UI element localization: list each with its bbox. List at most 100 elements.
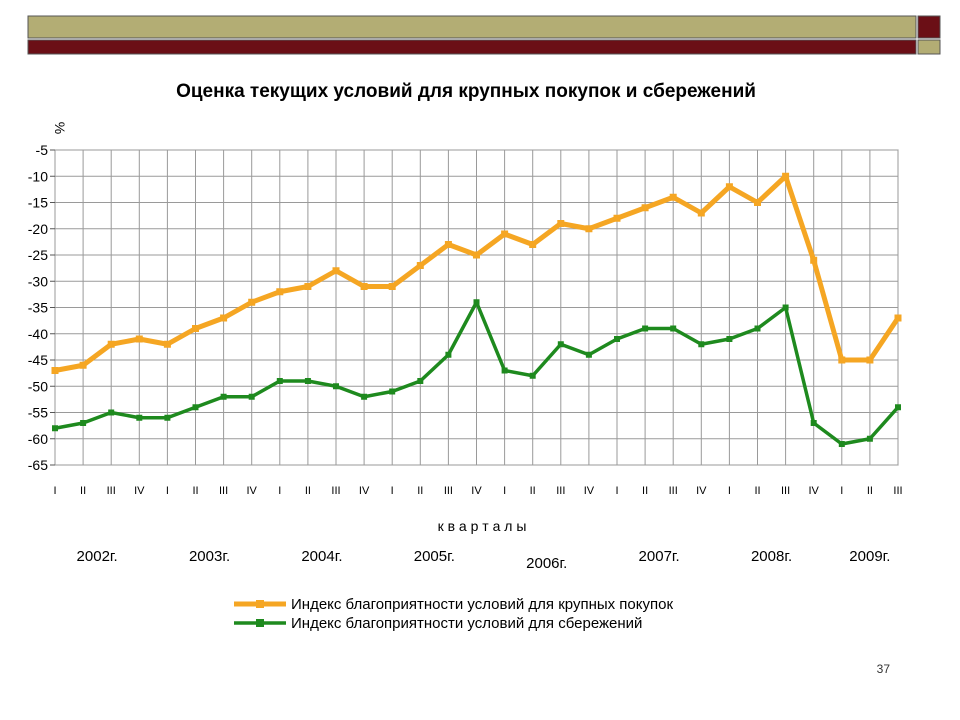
x-tick-label: I [840,485,843,497]
legend-item-1: Индекс благоприятности условий для крупн… [234,596,673,613]
x-tick-label: III [781,485,790,497]
data-point [810,420,817,426]
data-point [163,340,171,348]
data-point [416,262,424,269]
year-label: 2003г. [189,548,230,565]
x-tick-label: I [391,485,394,497]
banner-olive-square [917,39,941,55]
x-tick-label: III [107,485,116,497]
legend-item-2: Индекс благоприятности условий для сбере… [234,615,642,632]
slide-number: 37 [876,662,890,676]
data-point [51,367,59,374]
data-point [810,256,818,264]
x-tick-label: II [305,485,311,497]
x-tick-label: IV [584,485,595,497]
data-point [248,298,256,306]
data-point [192,404,199,411]
year-label: 2006г. [526,555,567,572]
data-point [360,283,368,290]
data-point [304,378,311,384]
data-point [585,351,592,358]
data-point [866,356,874,364]
x-tick-label: II [417,485,423,497]
y-tick-label: -5 [36,142,49,158]
data-point [613,214,621,222]
y-tick-label: -10 [28,168,48,184]
x-tick-label: I [278,485,281,497]
x-tick-label: III [556,485,565,497]
year-label: 2005г. [414,548,455,565]
data-point [52,425,58,432]
data-point [473,299,480,306]
data-point [782,172,790,180]
data-point [164,414,171,421]
data-point [220,314,228,322]
x-tick-label: II [642,485,648,497]
data-point [388,283,396,290]
data-point [838,356,846,364]
x-tick-label: II [530,485,536,497]
data-point [642,325,649,332]
banner-olive-bar [27,15,917,39]
data-point [614,336,620,342]
data-point [697,209,705,217]
chart-title: Оценка текущих условий для крупных покуп… [176,81,756,102]
legend-label: Индекс благоприятности условий для сбере… [291,615,642,632]
x-tick-label: IV [134,485,145,497]
legend-swatch-marker [256,619,264,627]
y-tick-label: -35 [28,300,48,316]
x-tick-label: IV [471,485,482,497]
x-axis-ticks: I II III IV I II III IV I II III IV I II III IV I II III IV… [53,485,902,497]
x-tick-label: I [728,485,731,497]
data-point [80,420,87,426]
legend-label: Индекс благоприятности условий для крупн… [291,596,673,613]
chart-grid [54,149,899,466]
data-point [585,225,593,233]
data-point [192,325,199,332]
year-labels: 2002г. 2003г. 2004г. 2005г. 2006г. 2007г. 2008… [77,548,891,572]
series-2 [52,299,901,447]
data-point [866,435,873,442]
series-1 [51,172,902,374]
y-tick-label: -40 [28,326,48,342]
x-tick-label: IV [696,485,707,497]
y-tick-label: -50 [28,378,48,394]
data-point [333,383,339,390]
data-point [838,441,845,447]
x-tick-label: III [669,485,678,497]
data-point [782,304,789,311]
banner-maroon-square [917,15,941,39]
data-point [641,204,649,212]
data-point [557,341,564,348]
x-tick-label: III [444,485,453,497]
data-point [136,414,143,421]
data-point [529,241,537,248]
y-tick-label: -65 [28,457,48,473]
year-label: 2002г. [77,548,118,565]
y-axis-ticks: -5 -10 -15 -20 -25 -30 -35 -40 -45 -50 -55 -60 -65 [28,142,55,473]
year-label: 2004г. [301,548,342,565]
x-tick-label: II [192,485,198,497]
x-tick-label: I [615,485,618,497]
x-tick-label: I [53,485,56,497]
chart-legend: Индекс благоприятности условий для крупн… [234,596,673,632]
y-tick-label: -30 [28,273,48,289]
x-tick-label: IV [246,485,257,497]
data-point [894,314,902,322]
x-tick-label: II [867,485,873,497]
data-point [670,325,677,332]
data-point [304,283,312,290]
data-point [726,336,733,342]
x-tick-label: IV [359,485,370,497]
data-point [529,372,536,379]
y-tick-label: -20 [28,221,48,237]
data-point [276,288,284,296]
year-label: 2007г. [639,548,680,565]
data-point [108,409,115,416]
x-axis-label: к в а р т а л ы [438,518,527,534]
data-point [501,230,509,238]
data-point [107,340,115,348]
data-point [444,241,452,248]
x-tick-label: I [503,485,506,497]
